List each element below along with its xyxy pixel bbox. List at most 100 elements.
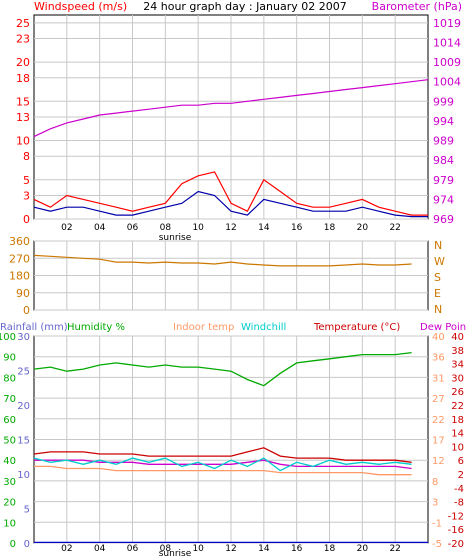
rainfall-label: Rainfall (mm) bbox=[0, 322, 68, 333]
baro-right-tick: 984 bbox=[433, 154, 454, 167]
temp-tick: -16 bbox=[448, 525, 464, 536]
temp-tick: 40 bbox=[451, 332, 464, 343]
wind-right-ticks: 969 974 979 984 989 994 999 1004 1009 1014 1019 bbox=[433, 17, 461, 226]
wind-x-ticks: 02 04 06 08 10 12 14 16 18 20 22 bbox=[61, 223, 401, 233]
dewpoint-label: Dew Point bbox=[420, 322, 466, 333]
humidity-tick: 20 bbox=[3, 498, 16, 509]
wind-x-tick: 16 bbox=[291, 223, 303, 233]
dir-right-tick: W bbox=[434, 255, 445, 268]
temp-x-tick: 22 bbox=[389, 544, 400, 554]
rain-tick: 20 bbox=[17, 401, 30, 412]
wind-left-tick: 25 bbox=[16, 17, 30, 30]
wind-left-tick: 10 bbox=[16, 135, 30, 148]
dir-left-tick: 0 bbox=[23, 304, 30, 317]
baro-right-tick: 1004 bbox=[433, 76, 461, 89]
temp-tick: 34 bbox=[451, 360, 464, 371]
temp-tick: -8 bbox=[454, 498, 464, 509]
chart-title: 24 hour graph day : January 02 2007 bbox=[143, 0, 347, 13]
humidity-tick: 90 bbox=[3, 353, 16, 364]
temp-x-tick: 08 bbox=[160, 544, 172, 554]
humidity-tick: 70 bbox=[3, 394, 16, 405]
windchill-label: Windchill bbox=[241, 322, 286, 333]
baro-right-tick: 994 bbox=[433, 115, 454, 128]
wind-series-line-1 bbox=[33, 190, 428, 218]
barometer-axis-label: Barometer (hPa) bbox=[372, 0, 462, 13]
indoor-tick: -1 bbox=[432, 518, 442, 529]
rain-tick: 10 bbox=[17, 470, 30, 481]
temp-tick: 18 bbox=[451, 415, 464, 426]
dir-right-tick: S bbox=[434, 271, 441, 284]
rain-tick: 0 bbox=[24, 539, 30, 550]
temp-x-tick: 18 bbox=[324, 544, 336, 554]
humidity-tick: 0 bbox=[10, 539, 16, 550]
indoor-tick: 40 bbox=[432, 332, 445, 343]
indoor-tick: 36 bbox=[432, 353, 445, 364]
dir-left-tick: 270 bbox=[9, 252, 30, 265]
temp-x-tick: 04 bbox=[94, 544, 106, 554]
temperature-line bbox=[33, 447, 412, 463]
temp-tick: 14 bbox=[451, 429, 464, 440]
dir-left-tick: 90 bbox=[16, 287, 30, 300]
temp-x-tick: 12 bbox=[225, 544, 236, 554]
humidity-tick: 40 bbox=[3, 456, 16, 467]
wind-left-tick: 3 bbox=[23, 189, 30, 202]
temperature-label: Temperature (°C) bbox=[313, 322, 400, 333]
indoor-tick: 17 bbox=[432, 436, 445, 447]
dir-left-tick: 360 bbox=[9, 235, 30, 248]
wind-grid bbox=[34, 15, 428, 220]
temperature-right-ticks: -5-13812172227313640-20-16-12-8-42610141… bbox=[432, 332, 464, 550]
indoor-tick: 27 bbox=[432, 394, 445, 405]
wind-x-tick: 22 bbox=[389, 223, 400, 233]
wind-x-tick: 02 bbox=[61, 223, 72, 233]
wind-series-line-2 bbox=[33, 79, 429, 138]
wind-direction-line bbox=[33, 254, 412, 267]
temp-x-tick: 02 bbox=[61, 544, 72, 554]
temp-x-tick: 16 bbox=[291, 544, 303, 554]
direction-left-ticks: 0 90 180 270 360 bbox=[9, 235, 30, 317]
temp-x-tick: 14 bbox=[258, 544, 270, 554]
wind-series bbox=[33, 79, 429, 218]
wind-left-tick: 23 bbox=[16, 33, 30, 46]
rain-tick: 30 bbox=[17, 332, 30, 343]
indoor-tick: 12 bbox=[432, 456, 445, 467]
wind-x-tick: 10 bbox=[192, 223, 204, 233]
temperature-series bbox=[33, 351, 428, 544]
wind-left-tick: 18 bbox=[16, 72, 30, 85]
baro-right-tick: 979 bbox=[433, 174, 454, 187]
temp-tick: 2 bbox=[458, 470, 464, 481]
temp-tick: 26 bbox=[451, 387, 464, 398]
indoor-tick: 8 bbox=[432, 477, 438, 488]
wind-left-tick: 13 bbox=[16, 111, 30, 124]
wind-x-tick: 12 bbox=[225, 223, 236, 233]
windspeed-axis-label: Windspeed (m/s) bbox=[34, 0, 127, 13]
indoor-tick: -5 bbox=[432, 539, 442, 550]
temp-x-tick: 06 bbox=[127, 544, 139, 554]
humidity-tick: 80 bbox=[3, 373, 16, 384]
humidity-tick: 10 bbox=[3, 518, 16, 529]
indoor-tick: 31 bbox=[432, 373, 445, 384]
temperature-x-ticks: 02 04 06 08 10 12 14 16 18 20 22 bbox=[61, 544, 401, 554]
temp-x-tick: 20 bbox=[357, 544, 369, 554]
temp-tick: 38 bbox=[451, 346, 464, 357]
humidity-label: Humidity % bbox=[67, 322, 125, 333]
wind-left-tick: 15 bbox=[16, 95, 30, 108]
temp-tick: 30 bbox=[451, 373, 464, 384]
temp-x-tick: 10 bbox=[192, 544, 204, 554]
rain-tick: 5 bbox=[24, 505, 30, 516]
humidity-tick: 50 bbox=[3, 436, 16, 447]
sunrise-marker: sunrise bbox=[159, 233, 192, 243]
wind-x-tick: 08 bbox=[160, 223, 172, 233]
baro-right-tick: 989 bbox=[433, 135, 454, 148]
baro-right-tick: 1014 bbox=[433, 36, 461, 49]
indoor-tick: 22 bbox=[432, 415, 445, 426]
sunrise-marker-2: sunrise bbox=[159, 549, 192, 556]
direction-grid bbox=[34, 240, 428, 311]
wind-series-line-0 bbox=[33, 171, 428, 216]
wind-x-tick: 06 bbox=[127, 223, 139, 233]
dir-right-tick: N bbox=[434, 303, 442, 316]
wind-left-tick: 0 bbox=[23, 213, 30, 226]
baro-right-tick: 999 bbox=[433, 95, 454, 108]
dir-left-tick: 180 bbox=[9, 270, 30, 283]
